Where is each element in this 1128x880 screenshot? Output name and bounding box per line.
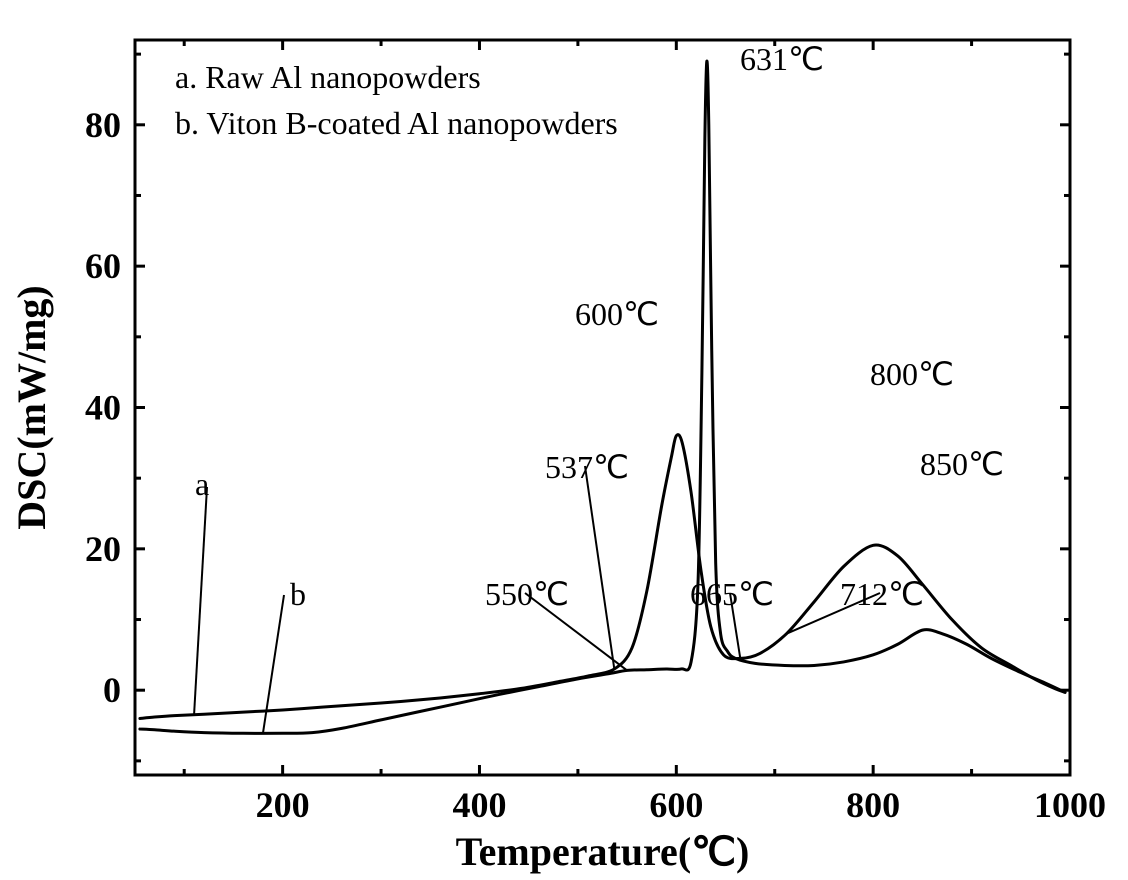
svg-text:200: 200 [256,785,310,825]
svg-text:60: 60 [85,246,121,286]
svg-text:80: 80 [85,105,121,145]
annotation-631℃: 631℃ [740,41,824,77]
dsc-chart: 200 400 600 800 1000 0 20 40 60 80 Temperature(℃) D… [0,0,1128,880]
annotation-712℃: 712℃ [840,576,924,612]
y-axis-label: DSC(mW/mg) [9,285,54,529]
curve-mark-a: a [195,466,209,502]
annotation-537℃: 537℃ [545,449,629,485]
chart-svg: 200 400 600 800 1000 0 20 40 60 80 Temperature(℃) D… [0,0,1128,880]
legend-item-b: b. Viton B-coated Al nanopowders [175,105,618,141]
annotation-850℃: 850℃ [920,446,1004,482]
svg-text:400: 400 [452,785,506,825]
annotation-600℃: 600℃ [575,296,659,332]
legend-item-a: a. Raw Al nanopowders [175,59,481,95]
svg-text:20: 20 [85,529,121,569]
svg-text:0: 0 [103,670,121,710]
annotation-665℃: 665℃ [690,576,774,612]
svg-text:600: 600 [649,785,703,825]
svg-text:40: 40 [85,388,121,428]
annotation-800℃: 800℃ [870,356,954,392]
curve-mark-b: b [290,576,306,612]
svg-text:1000: 1000 [1034,785,1106,825]
x-axis-label: Temperature(℃) [456,829,750,874]
svg-text:800: 800 [846,785,900,825]
annotation-550℃: 550℃ [485,576,569,612]
